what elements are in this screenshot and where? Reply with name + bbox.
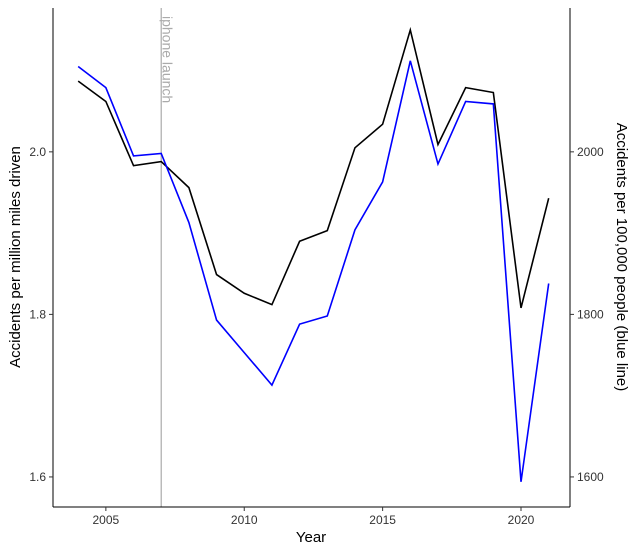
y-tick-label: 1.6 <box>29 470 46 484</box>
y-tick-label: 1.8 <box>29 307 46 321</box>
x-tick-label: 2010 <box>231 513 258 527</box>
y2-tick-label: 2000 <box>577 145 604 159</box>
y-axis-title: Accidents per million miles driven <box>7 146 24 368</box>
y2-tick-label: 1800 <box>577 307 604 321</box>
y-tick-label: 2.0 <box>29 145 46 159</box>
x-tick-label: 2015 <box>369 513 396 527</box>
y2-tick-label: 1600 <box>577 470 604 484</box>
x-axis-title: Year <box>296 529 326 546</box>
x-tick-label: 2020 <box>508 513 535 527</box>
annotation-label: iphone launch <box>160 16 176 103</box>
series-line <box>77 26 550 309</box>
series-line <box>77 60 550 482</box>
y2-axis-title: Accidents per 100,000 people (blue line) <box>613 123 630 392</box>
x-tick-label: 2005 <box>93 513 120 527</box>
